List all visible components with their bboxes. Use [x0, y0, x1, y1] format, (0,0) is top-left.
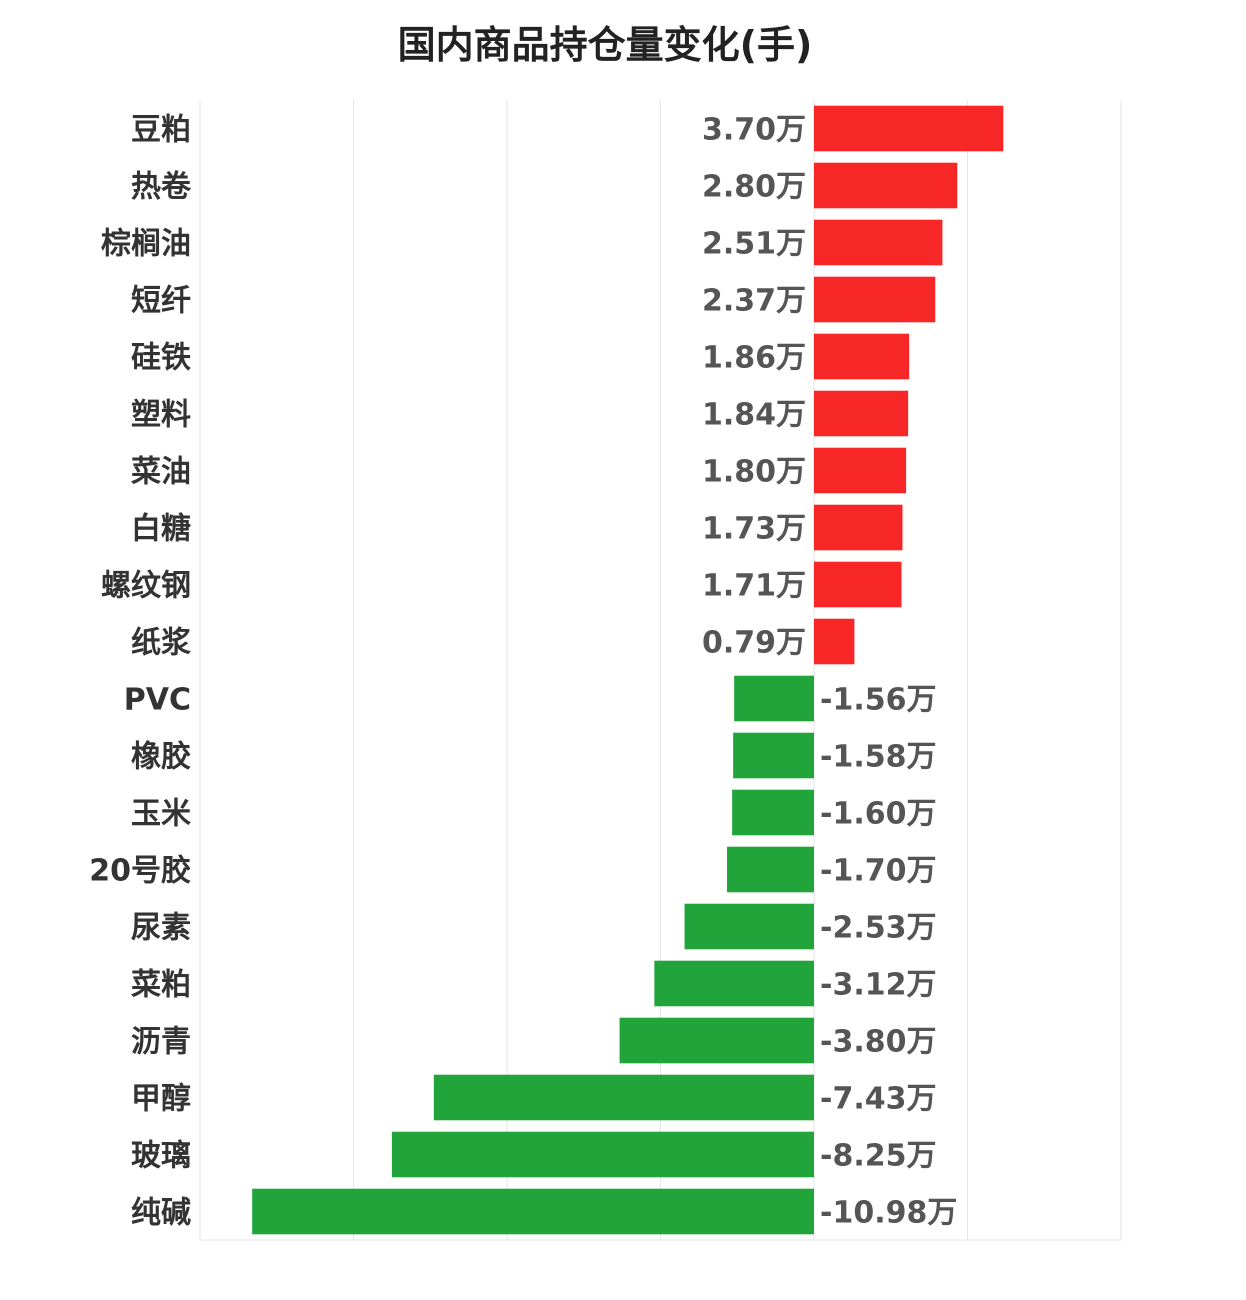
category-label-12: 玉米: [131, 797, 191, 832]
category-label-13: 20号胶: [89, 854, 191, 889]
value-label-18: -8.25万: [820, 1139, 936, 1174]
category-label-15: 菜粕: [131, 968, 191, 1003]
value-label-1: 2.80万: [702, 170, 806, 205]
value-label-12: -1.60万: [820, 797, 936, 832]
category-label-7: 白糖: [131, 512, 191, 547]
category-label-17: 甲醇: [131, 1082, 191, 1117]
value-label-19: -10.98万: [820, 1196, 957, 1231]
bar-5: [814, 390, 909, 437]
bar-15: [654, 960, 814, 1007]
value-label-16: -3.80万: [820, 1025, 936, 1060]
grid-lines: [199, 100, 1122, 1241]
bar-8: [814, 561, 902, 608]
category-label-18: 玻璃: [131, 1139, 191, 1174]
category-label-1: 热卷: [131, 170, 192, 205]
chart-title: 国内商品持仓量变化(手): [398, 23, 813, 67]
bar-19: [252, 1188, 814, 1235]
value-label-6: 1.80万: [702, 455, 806, 490]
bar-2: [814, 219, 943, 266]
bar-0: [814, 105, 1004, 152]
value-label-11: -1.58万: [820, 740, 936, 775]
value-label-3: 2.37万: [702, 284, 806, 319]
value-label-10: -1.56万: [820, 683, 936, 718]
category-label-16: 沥青: [131, 1025, 191, 1060]
value-label-15: -3.12万: [820, 968, 936, 1003]
category-label-11: 橡胶: [131, 740, 191, 775]
value-label-4: 1.86万: [702, 341, 806, 376]
bar-14: [684, 903, 814, 950]
category-label-19: 纯碱: [131, 1196, 191, 1231]
bar-9: [814, 618, 855, 665]
category-label-9: 纸浆: [131, 626, 191, 661]
bar-17: [433, 1074, 814, 1121]
bar-7: [814, 504, 903, 551]
bar-11: [733, 732, 814, 779]
category-label-8: 螺纹钢: [101, 569, 191, 604]
category-label-4: 硅铁: [131, 341, 191, 376]
value-label-13: -1.70万: [820, 854, 936, 889]
bar-1: [814, 162, 958, 209]
value-label-17: -7.43万: [820, 1082, 936, 1117]
value-label-0: 3.70万: [702, 113, 806, 148]
bar-3: [814, 276, 936, 323]
category-label-2: 棕榈油: [101, 227, 191, 262]
category-label-10: PVC: [124, 683, 191, 718]
value-labels: 3.70万 2.80万 2.51万 2.37万 1.86万 1.84万 1.80万 1.73万…: [702, 113, 957, 1231]
bar-18: [391, 1131, 814, 1178]
value-label-5: 1.84万: [702, 398, 806, 433]
bars: [252, 105, 1004, 1235]
category-label-6: 菜油: [131, 455, 191, 490]
value-label-7: 1.73万: [702, 512, 806, 547]
category-label-14: 尿素: [131, 911, 191, 946]
value-label-2: 2.51万: [702, 227, 806, 262]
bar-10: [734, 675, 814, 722]
bar-4: [814, 333, 910, 380]
bar-12: [732, 789, 814, 836]
value-label-8: 1.71万: [702, 569, 806, 604]
value-label-9: 0.79万: [702, 626, 806, 661]
value-label-14: -2.53万: [820, 911, 936, 946]
category-label-3: 短纤: [131, 284, 191, 319]
bar-16: [619, 1017, 814, 1064]
category-label-5: 塑料: [131, 398, 191, 433]
bar-6: [814, 447, 907, 494]
bar-13: [727, 846, 814, 893]
category-label-0: 豆粕: [131, 113, 191, 148]
